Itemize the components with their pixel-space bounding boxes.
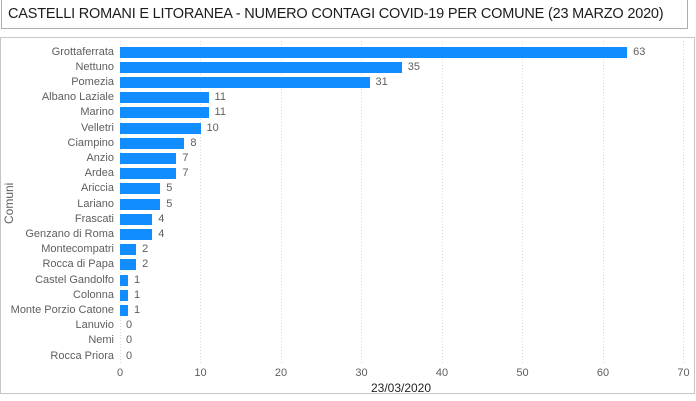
value-label: 35 (407, 60, 420, 73)
category-label: Frascati (74, 212, 114, 225)
bar[interactable] (120, 289, 128, 301)
value-label: 0 (126, 349, 133, 362)
value-label: 1 (134, 288, 141, 301)
x-axis-tick-label: 10 (194, 367, 207, 379)
value-label: 2 (142, 258, 149, 271)
bar[interactable] (120, 152, 176, 164)
x-axis-tick-label: 0 (116, 367, 124, 379)
bar[interactable] (120, 228, 152, 240)
bar[interactable] (120, 122, 201, 134)
x-axis-tick-label: 20 (274, 367, 288, 379)
category-label: Ariccia (80, 182, 114, 195)
category-label: Nemi (88, 334, 114, 347)
category-label: Velletri (80, 121, 114, 134)
bar[interactable] (120, 183, 160, 195)
bar[interactable] (120, 168, 176, 180)
bar-chart: Comuni 23/03/2020 0 10 20 30 40 50 60 70 Grottaf… (0, 37, 695, 395)
report-title-box: CASTELLI ROMANI E LITORANEA - NUMERO CON… (1, 0, 688, 29)
gridline (522, 41, 523, 364)
category-label: Genzano di Roma (25, 227, 114, 240)
category-label: Lariano (77, 197, 114, 210)
value-label: 8 (190, 136, 197, 149)
x-axis-tick-label: 70 (677, 367, 690, 379)
gridline (280, 41, 282, 364)
category-label: Ciampino (67, 136, 114, 149)
category-label: Montecompatri (41, 243, 114, 256)
bar[interactable] (120, 107, 209, 119)
gridline (441, 41, 443, 364)
bar[interactable] (120, 213, 152, 225)
category-label: Rocca di Papa (42, 258, 114, 271)
category-label: Grottaferrata (51, 45, 114, 58)
value-label: 31 (375, 75, 388, 88)
category-label: Albano Laziale (41, 91, 114, 104)
gridline (602, 41, 604, 364)
report-title: CASTELLI ROMANI E LITORANEA - NUMERO CON… (8, 6, 664, 22)
value-label: 5 (166, 197, 173, 210)
bar[interactable] (120, 76, 370, 88)
value-label: 0 (126, 319, 133, 332)
x-axis-tick-label: 40 (435, 367, 449, 379)
category-label: Anzio (86, 151, 114, 164)
bar[interactable] (120, 304, 128, 316)
value-label: 4 (158, 212, 165, 225)
gridline (683, 41, 684, 364)
category-label: Colonna (73, 288, 114, 301)
gridline (361, 41, 362, 364)
value-label: 11 (214, 91, 226, 104)
category-label: Rocca Priora (50, 349, 114, 362)
bar[interactable] (120, 274, 128, 286)
x-axis-title: 23/03/2020 (370, 381, 432, 395)
bar[interactable] (120, 46, 627, 58)
bar[interactable] (120, 244, 136, 256)
category-label: Ardea (84, 167, 114, 180)
category-label: Lanuvio (75, 319, 114, 332)
category-label: Nettuno (75, 60, 114, 73)
x-axis-tick-label: 50 (516, 367, 529, 379)
bar[interactable] (120, 259, 136, 271)
category-label: Marino (80, 106, 114, 119)
bar[interactable] (120, 61, 402, 73)
value-label: 7 (182, 167, 189, 180)
value-label: 2 (142, 243, 149, 256)
x-axis-tick-label: 30 (355, 367, 368, 379)
value-label: 7 (182, 151, 189, 164)
value-label: 5 (166, 182, 173, 195)
bar[interactable] (120, 198, 160, 210)
category-label: Castel Gandolfo (35, 273, 114, 286)
category-label: Monte Porzio Catone (10, 303, 114, 316)
category-label: Pomezia (71, 75, 114, 88)
bar[interactable] (120, 137, 184, 149)
bar[interactable] (120, 92, 209, 104)
value-label: 63 (633, 45, 646, 58)
value-label: 1 (134, 303, 141, 316)
value-label: 10 (206, 121, 219, 134)
x-axis-tick-label: 60 (596, 367, 610, 379)
value-label: 0 (126, 334, 133, 347)
value-label: 4 (158, 227, 165, 240)
value-label: 1 (134, 273, 141, 286)
gridline (200, 41, 201, 364)
value-label: 11 (214, 106, 226, 119)
